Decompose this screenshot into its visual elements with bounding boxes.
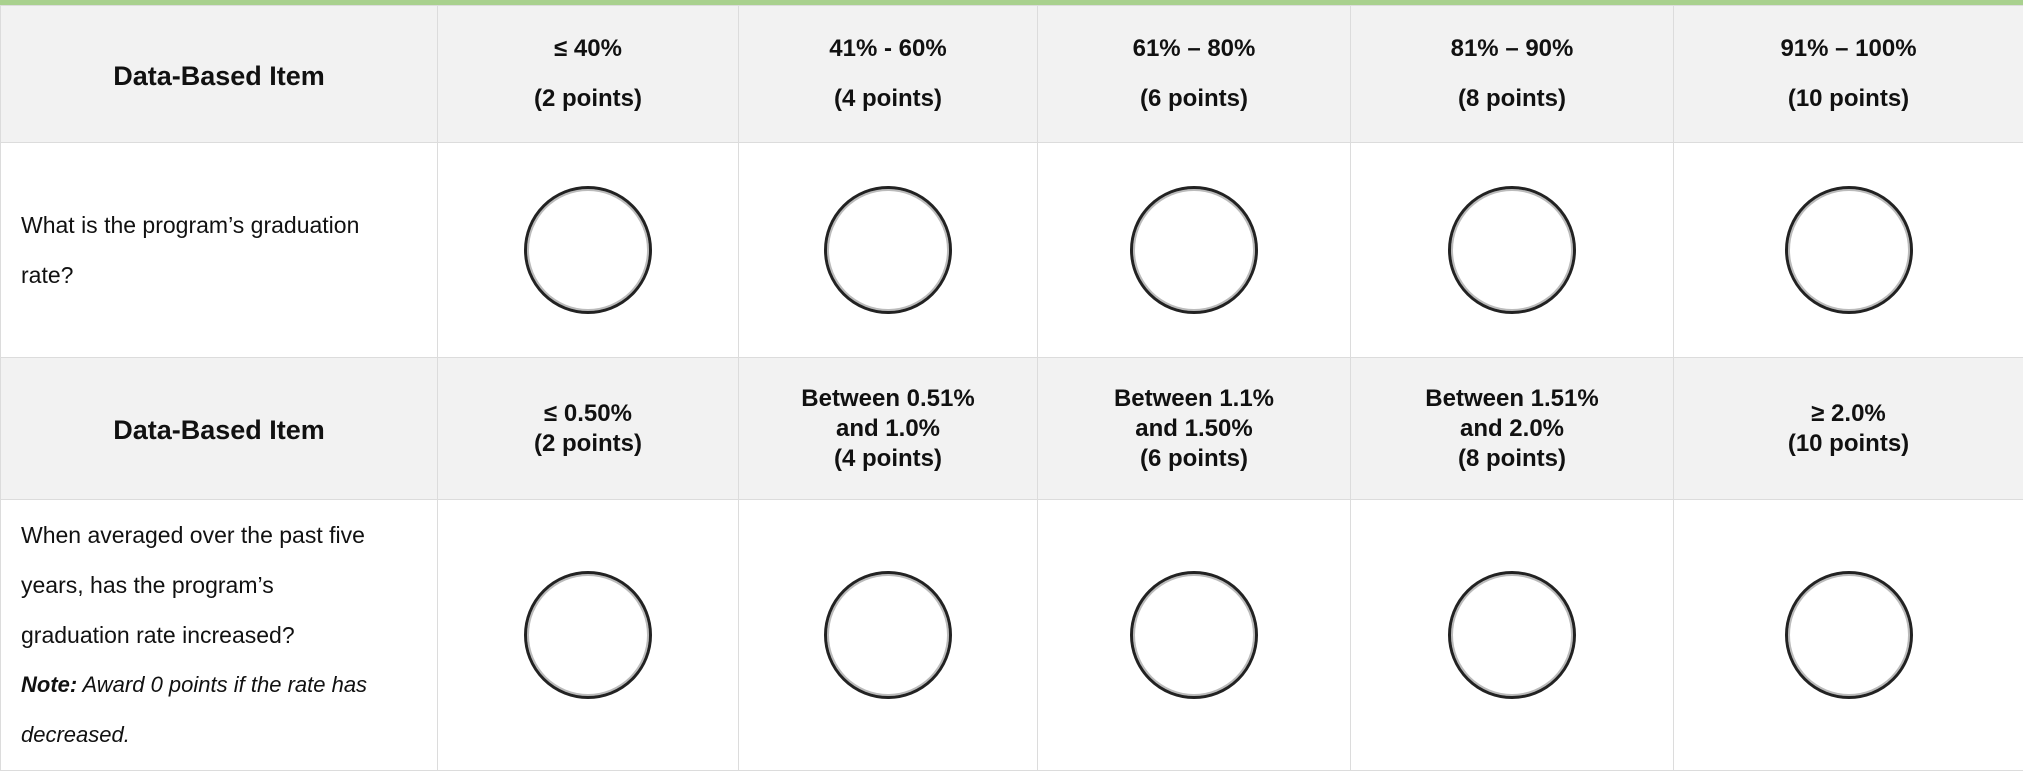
header-row: Data-Based Item≤ 0.50%(2 points)Between … xyxy=(1,358,2023,500)
radio-button[interactable] xyxy=(1130,186,1258,314)
range-header: ≤ 0.50%(2 points) xyxy=(438,358,739,500)
range-header: 61% – 80%(6 points) xyxy=(1038,6,1351,143)
radio-button[interactable] xyxy=(1130,571,1258,699)
note-label: Note: xyxy=(21,672,77,697)
range-header: 91% – 100%(10 points) xyxy=(1674,6,2023,143)
radio-cell xyxy=(1038,143,1351,358)
range-header: Between 1.51%and 2.0%(8 points) xyxy=(1351,358,1674,500)
header-row: Data-Based Item≤ 40%(2 points)41% - 60%(… xyxy=(1,6,2023,143)
scoring-table: Data-Based Item≤ 40%(2 points)41% - 60%(… xyxy=(0,5,2023,771)
note: Note: Award 0 points if the rate has xyxy=(21,660,417,710)
range-line: ≤ 40% xyxy=(438,24,738,74)
radio-button[interactable] xyxy=(824,186,952,314)
radio-cell xyxy=(438,500,739,771)
note-text: Award 0 points if the rate has xyxy=(83,672,368,697)
radio-cell xyxy=(1038,500,1351,771)
radio-button[interactable] xyxy=(1448,186,1576,314)
range-line: ≤ 0.50% xyxy=(438,399,738,429)
radio-cell xyxy=(438,143,739,358)
range-header: Between 0.51%and 1.0%(4 points) xyxy=(739,358,1038,500)
question-line: rate? xyxy=(21,250,417,300)
radio-cell xyxy=(1674,143,2023,358)
range-header: 41% - 60%(4 points) xyxy=(739,6,1038,143)
radio-button[interactable] xyxy=(524,186,652,314)
range-line: Between 1.1% xyxy=(1038,384,1350,414)
radio-button[interactable] xyxy=(524,571,652,699)
radio-button[interactable] xyxy=(824,571,952,699)
range-line: Between 1.51% xyxy=(1351,384,1673,414)
range-line: 41% - 60% xyxy=(739,24,1037,74)
radio-cell xyxy=(1674,500,2023,771)
range-line: (8 points) xyxy=(1351,74,1673,124)
range-header: Between 1.1%and 1.50%(6 points) xyxy=(1038,358,1351,500)
item-header: Data-Based Item xyxy=(1,6,438,143)
range-header: ≤ 40%(2 points) xyxy=(438,6,739,143)
range-line: and 1.50% xyxy=(1038,414,1350,444)
range-header: 81% – 90%(8 points) xyxy=(1351,6,1674,143)
range-line: ≥ 2.0% xyxy=(1674,399,2023,429)
radio-cell xyxy=(739,500,1038,771)
range-line: (4 points) xyxy=(739,444,1037,474)
radio-button[interactable] xyxy=(1448,571,1576,699)
range-line: (8 points) xyxy=(1351,444,1673,474)
range-line: (10 points) xyxy=(1674,74,2023,124)
note-text-end: decreased. xyxy=(21,710,417,760)
question-line: graduation rate increased? xyxy=(21,610,417,660)
radio-button[interactable] xyxy=(1785,571,1913,699)
range-line: and 1.0% xyxy=(739,414,1037,444)
item-header: Data-Based Item xyxy=(1,358,438,500)
question-line: years, has the program’s xyxy=(21,560,417,610)
range-line: (6 points) xyxy=(1038,74,1350,124)
question-line: What is the program’s graduation xyxy=(21,200,417,250)
range-header: ≥ 2.0%(10 points) xyxy=(1674,358,2023,500)
range-line: (10 points) xyxy=(1674,429,2023,459)
question-line: When averaged over the past five xyxy=(21,510,417,560)
range-line: (4 points) xyxy=(739,74,1037,124)
range-line: (6 points) xyxy=(1038,444,1350,474)
range-line: Between 0.51% xyxy=(739,384,1037,414)
range-line: 91% – 100% xyxy=(1674,24,2023,74)
range-line: and 2.0% xyxy=(1351,414,1673,444)
range-line: (2 points) xyxy=(438,429,738,459)
range-line: 61% – 80% xyxy=(1038,24,1350,74)
radio-cell xyxy=(1351,143,1674,358)
range-line: (2 points) xyxy=(438,74,738,124)
radio-cell xyxy=(1351,500,1674,771)
radio-button[interactable] xyxy=(1785,186,1913,314)
range-line: 81% – 90% xyxy=(1351,24,1673,74)
radio-cell xyxy=(739,143,1038,358)
